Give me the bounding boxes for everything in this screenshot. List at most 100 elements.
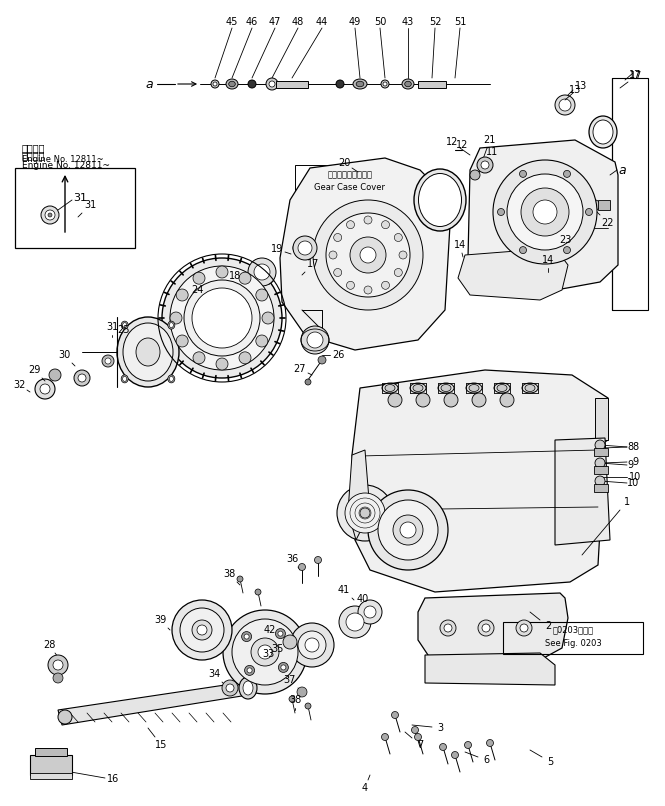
Text: Engine No. 12811~: Engine No. 12811~: [22, 156, 104, 164]
Text: 24: 24: [191, 285, 203, 295]
Text: 10: 10: [627, 478, 639, 488]
Ellipse shape: [243, 681, 253, 695]
Circle shape: [305, 638, 319, 652]
Circle shape: [590, 200, 600, 210]
Bar: [594, 448, 608, 456]
Circle shape: [440, 743, 446, 750]
Circle shape: [298, 241, 312, 255]
Ellipse shape: [382, 383, 398, 393]
Text: 4: 4: [362, 783, 368, 793]
Ellipse shape: [413, 384, 423, 392]
Circle shape: [516, 620, 532, 636]
Circle shape: [336, 80, 344, 88]
Circle shape: [281, 665, 286, 670]
Circle shape: [345, 493, 385, 533]
Circle shape: [193, 352, 205, 364]
Ellipse shape: [469, 384, 479, 392]
Circle shape: [266, 78, 278, 90]
Text: 17: 17: [629, 70, 641, 80]
Text: 49: 49: [349, 17, 361, 27]
Ellipse shape: [136, 338, 160, 366]
Circle shape: [237, 576, 243, 582]
Circle shape: [290, 623, 334, 667]
Text: 適用号機: 適用号機: [22, 143, 45, 153]
Ellipse shape: [385, 384, 395, 392]
Circle shape: [222, 680, 238, 696]
Ellipse shape: [466, 383, 482, 393]
Polygon shape: [418, 593, 568, 660]
Text: ギャーケースカバー: ギャーケースカバー: [327, 171, 372, 180]
Ellipse shape: [353, 79, 367, 89]
Circle shape: [35, 379, 55, 399]
Text: 3: 3: [437, 723, 443, 733]
Bar: [15, 168, 135, 248]
Circle shape: [595, 458, 605, 468]
Circle shape: [444, 624, 452, 632]
Circle shape: [399, 251, 407, 259]
Circle shape: [381, 80, 389, 88]
Circle shape: [213, 82, 217, 86]
Circle shape: [440, 620, 456, 636]
Circle shape: [162, 258, 282, 378]
Circle shape: [170, 266, 274, 370]
Circle shape: [275, 629, 285, 638]
Circle shape: [533, 200, 557, 224]
Circle shape: [412, 726, 418, 733]
Text: 31: 31: [84, 200, 96, 210]
Circle shape: [334, 268, 342, 276]
Circle shape: [254, 264, 270, 280]
Circle shape: [307, 332, 323, 348]
Text: 16: 16: [107, 775, 119, 784]
Circle shape: [394, 234, 402, 242]
Circle shape: [360, 508, 370, 518]
Circle shape: [193, 272, 205, 285]
Circle shape: [102, 355, 114, 367]
Text: 18: 18: [229, 271, 241, 280]
Circle shape: [48, 655, 68, 675]
Ellipse shape: [168, 321, 175, 329]
Ellipse shape: [226, 79, 238, 89]
Circle shape: [53, 660, 63, 670]
Circle shape: [298, 631, 326, 659]
Polygon shape: [595, 398, 608, 440]
Ellipse shape: [293, 239, 317, 257]
Polygon shape: [458, 248, 568, 300]
Ellipse shape: [356, 81, 364, 87]
Circle shape: [247, 668, 252, 673]
Circle shape: [563, 170, 571, 177]
Text: 38: 38: [289, 695, 301, 705]
Circle shape: [388, 393, 402, 407]
Circle shape: [595, 476, 605, 486]
Polygon shape: [352, 370, 608, 592]
Text: 25: 25: [118, 325, 130, 334]
Circle shape: [251, 638, 279, 666]
Text: 5: 5: [547, 757, 553, 767]
Text: 12: 12: [446, 137, 458, 147]
Polygon shape: [280, 158, 450, 350]
Circle shape: [519, 170, 527, 177]
Circle shape: [414, 733, 422, 741]
Text: 41: 41: [338, 585, 350, 595]
Circle shape: [226, 684, 234, 692]
Ellipse shape: [522, 383, 538, 393]
Text: 21: 21: [483, 135, 496, 145]
Circle shape: [364, 286, 372, 294]
Circle shape: [464, 742, 471, 749]
Circle shape: [262, 312, 274, 324]
Circle shape: [394, 268, 402, 276]
Circle shape: [45, 210, 55, 220]
Text: 23: 23: [559, 235, 571, 245]
Bar: [295, 165, 405, 195]
Circle shape: [358, 600, 382, 624]
Circle shape: [239, 272, 251, 285]
Circle shape: [487, 739, 493, 746]
Circle shape: [470, 170, 480, 180]
Circle shape: [346, 221, 354, 229]
Circle shape: [579, 224, 587, 232]
Text: 9: 9: [627, 460, 633, 470]
Text: a: a: [618, 164, 626, 177]
Ellipse shape: [168, 375, 175, 383]
Circle shape: [393, 515, 423, 545]
Circle shape: [339, 606, 371, 638]
Circle shape: [58, 710, 72, 724]
